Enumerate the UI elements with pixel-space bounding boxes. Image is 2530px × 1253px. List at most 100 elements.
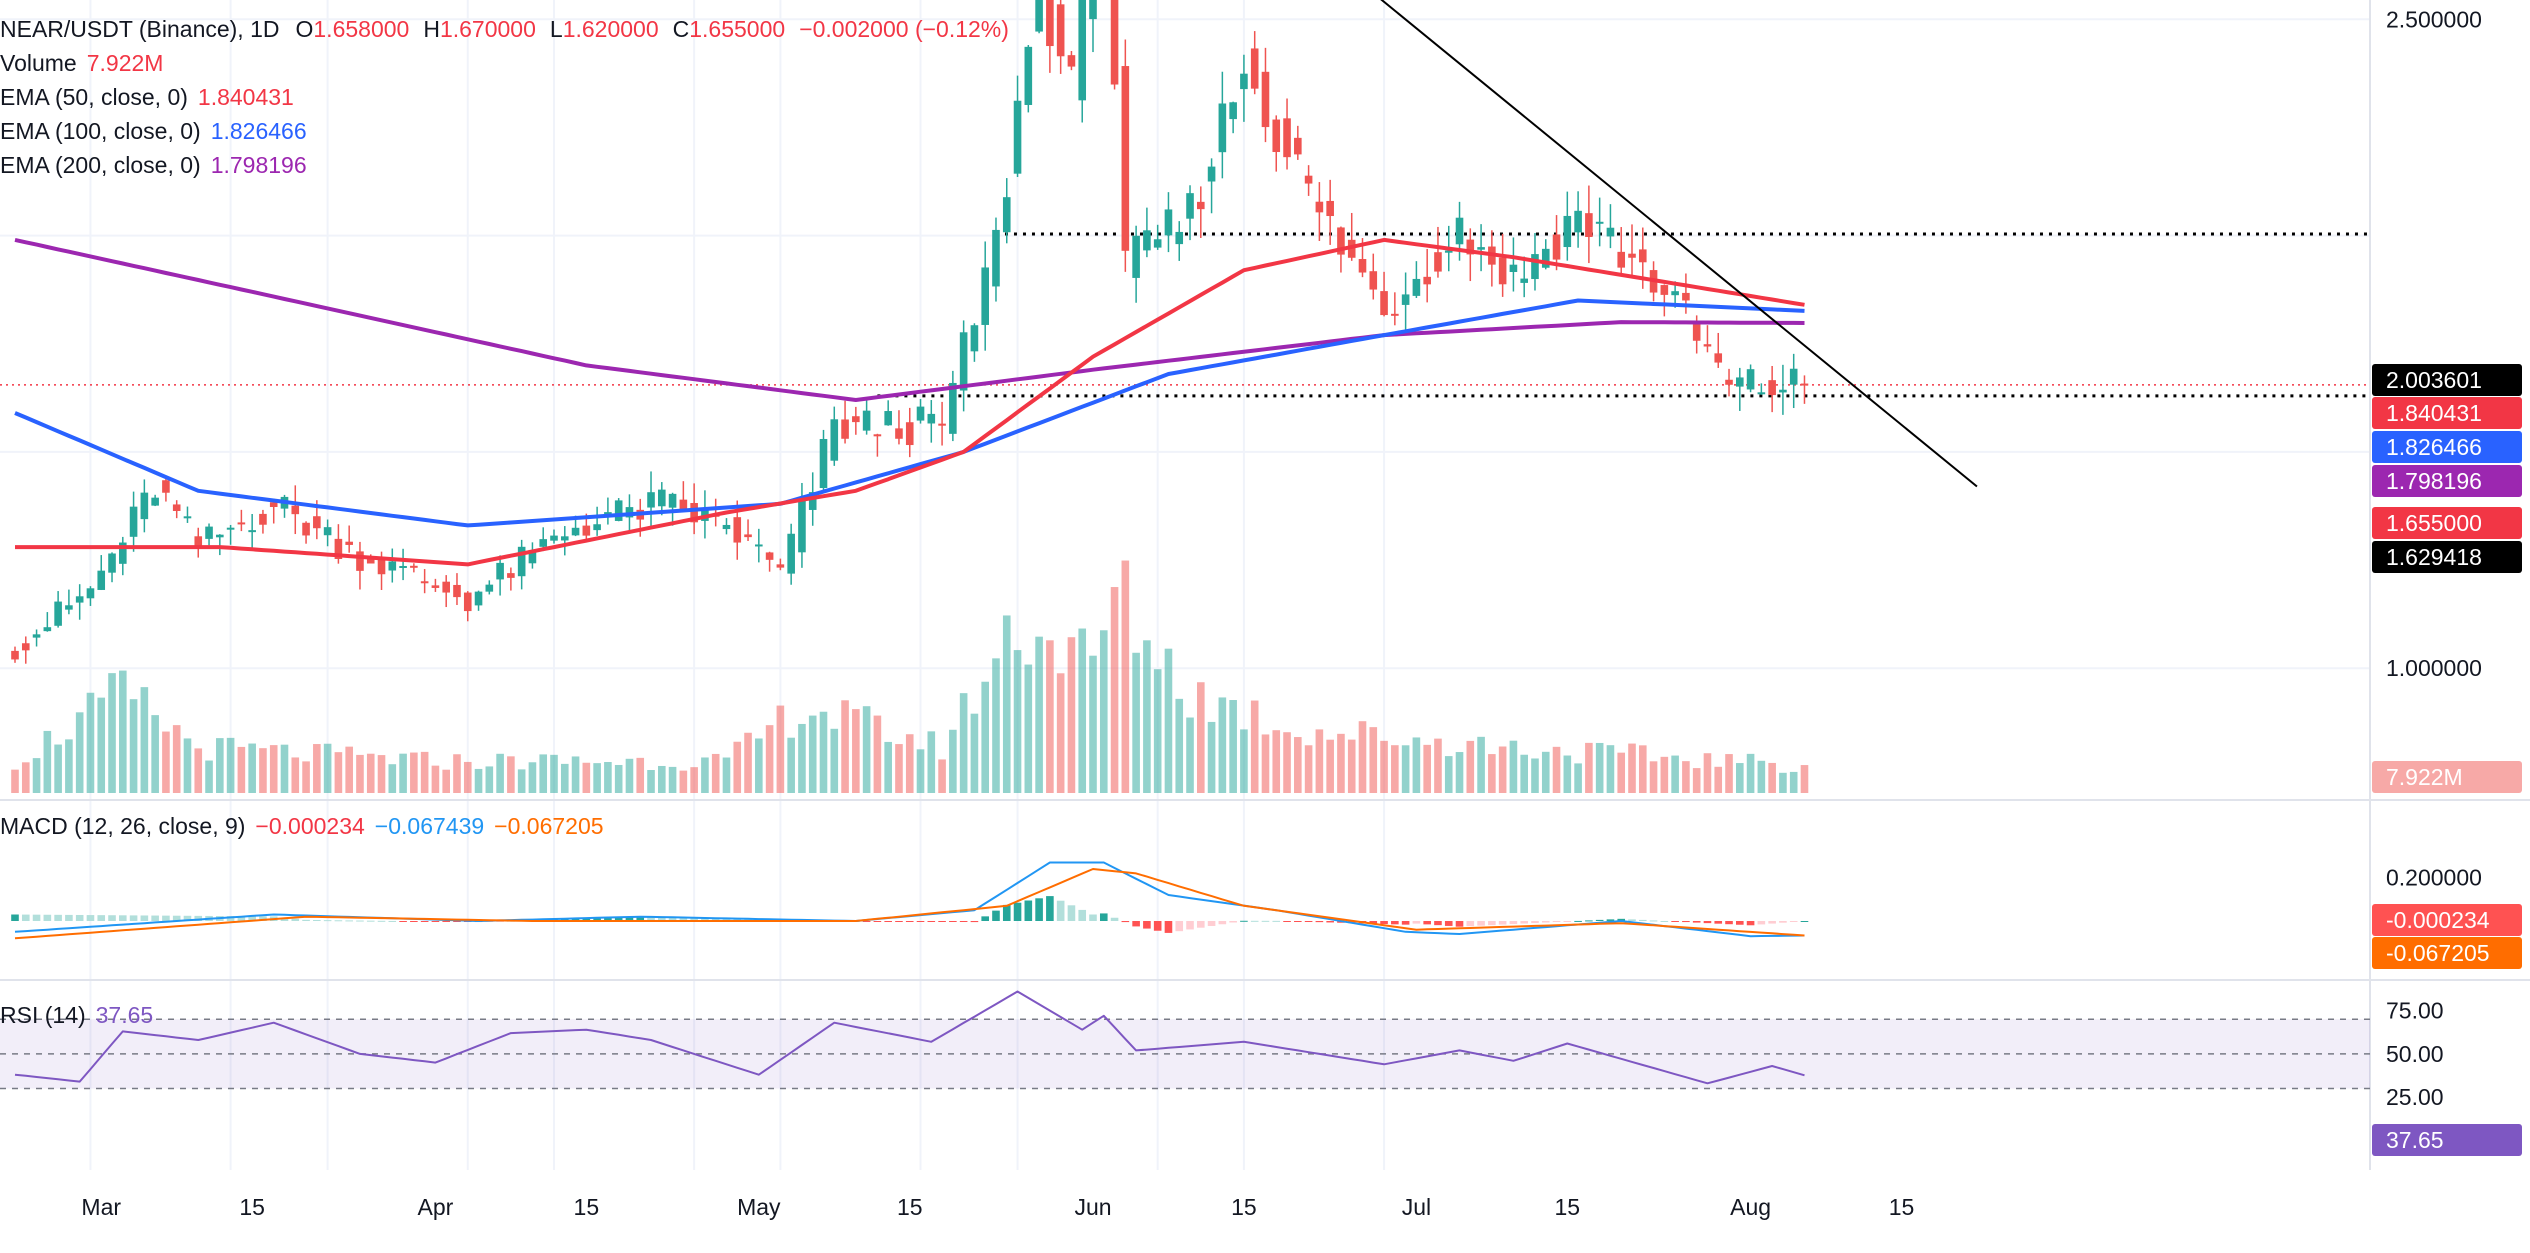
rsi-pane <box>14 990 1805 1085</box>
candle-body <box>1380 291 1388 316</box>
volume-bar <box>550 754 558 793</box>
macd-histogram-bar <box>496 921 504 922</box>
volume-bar <box>237 746 246 793</box>
volume-bar <box>841 700 849 793</box>
volume-bar <box>21 762 30 793</box>
volume-bar <box>830 728 839 793</box>
candle-body <box>1714 353 1723 363</box>
volume-bar <box>302 761 310 793</box>
trendline[interactable] <box>1104 0 1978 488</box>
volume-legend[interactable]: Volume 7.922M <box>0 50 173 77</box>
badge-macd-hist-text: -0.000234 <box>2386 907 2490 933</box>
candle-body <box>787 533 795 574</box>
volume-bar <box>420 751 429 793</box>
ema100-legend[interactable]: EMA (100, close, 0) 1.826466 <box>0 118 317 145</box>
badge-volume-bg <box>2372 761 2522 793</box>
candle-body <box>463 592 472 612</box>
macd-histogram-bar <box>1714 921 1723 924</box>
symbol-title[interactable]: NEAR/USDT (Binance), 1D <box>0 16 280 42</box>
macd-histogram-bar <box>992 910 1000 921</box>
macd-histogram-bar <box>194 915 203 921</box>
candle-body <box>1423 276 1431 285</box>
candle-body <box>1531 254 1539 280</box>
macd-histogram-bar <box>571 918 580 921</box>
low-value: 1.620000 <box>562 16 659 42</box>
candle-body <box>1132 235 1140 278</box>
time-tick-label: 15 <box>1889 1194 1915 1220</box>
macd-histogram-bar <box>43 914 52 921</box>
candle-body <box>313 516 321 529</box>
candle-body <box>1509 264 1518 273</box>
macd-histogram-bar <box>722 918 731 921</box>
ema200-legend[interactable]: EMA (200, close, 0) 1.798196 <box>0 152 317 179</box>
macd-histogram-bar <box>1488 921 1496 926</box>
candle-body <box>604 512 612 515</box>
volume-bar <box>1434 738 1442 793</box>
badge-ema200-text: 1.798196 <box>2386 468 2482 494</box>
volume-bar <box>1121 560 1130 793</box>
time-tick-label: 15 <box>239 1194 265 1220</box>
volume-bar <box>1455 752 1464 793</box>
ema100-line <box>14 298 1805 528</box>
volume-bar <box>345 746 353 793</box>
volume-bar <box>1585 742 1593 793</box>
candle-body <box>269 502 278 508</box>
macd-histogram-bar <box>1294 921 1302 922</box>
candle-body <box>1002 197 1011 233</box>
macd-histogram-bar <box>981 916 989 921</box>
candle-body <box>916 406 925 421</box>
volume-bar <box>992 658 1000 793</box>
candle-body <box>1477 247 1485 250</box>
rsi-tick-label: 50.00 <box>2386 1041 2444 1067</box>
macd-histogram-bar <box>388 920 397 922</box>
time-tick-label: Apr <box>418 1194 454 1220</box>
candle-body <box>496 562 504 580</box>
candle-body <box>97 570 106 590</box>
candle-body <box>1757 392 1766 395</box>
macd-histogram-bar <box>65 914 73 921</box>
volume-bar <box>1110 587 1119 793</box>
macd-histogram-bar <box>1800 921 1809 922</box>
volume-bar <box>852 709 860 793</box>
candle-body <box>334 538 343 559</box>
macd-histogram-bar <box>959 921 968 922</box>
macd-histogram-bar <box>1768 921 1776 924</box>
volume-bar <box>194 748 203 793</box>
macd-histogram-bar <box>1207 921 1216 926</box>
candle-body <box>1444 250 1453 253</box>
candle-body <box>194 536 203 549</box>
macd-histogram-bar <box>1304 921 1313 922</box>
macd-histogram-bar <box>905 921 914 922</box>
macd-histogram-bar <box>119 915 127 921</box>
badge-macd-hist-bg <box>2372 904 2522 936</box>
volume-bar <box>463 761 472 793</box>
volume-bar <box>356 754 364 793</box>
candle-body <box>1746 369 1755 390</box>
badge-ema100-text: 1.826466 <box>2386 434 2482 460</box>
volume-bar <box>1099 630 1108 793</box>
candle-body <box>356 551 364 571</box>
badge-macd-signal-text: -0.067205 <box>2386 940 2490 966</box>
macd-histogram-bar <box>1692 921 1701 923</box>
candle-body <box>1552 234 1561 260</box>
volume-bar <box>1617 752 1626 793</box>
volume-bar <box>1132 652 1140 793</box>
candle-body <box>21 643 30 651</box>
candle-body <box>884 411 892 426</box>
candle-body <box>1153 239 1162 248</box>
macd-histogram-bar <box>1240 920 1248 922</box>
macd-legend[interactable]: MACD (12, 26, close, 9) −0.000234 −0.06743… <box>0 813 614 840</box>
volume-bar <box>1531 758 1539 793</box>
volume-bar <box>733 741 742 793</box>
close-label: C <box>672 16 690 42</box>
ema50-legend[interactable]: EMA (50, close, 0) 1.840431 <box>0 84 304 111</box>
badge-ema50-bg <box>2372 397 2522 429</box>
rsi-legend[interactable]: RSI (14) 37.65 <box>0 1002 163 1029</box>
candle-body <box>1800 383 1809 386</box>
candle-body <box>43 627 52 632</box>
volume-bar <box>1002 615 1011 793</box>
macd-histogram-bar <box>1380 921 1388 925</box>
candle-body <box>129 506 138 537</box>
